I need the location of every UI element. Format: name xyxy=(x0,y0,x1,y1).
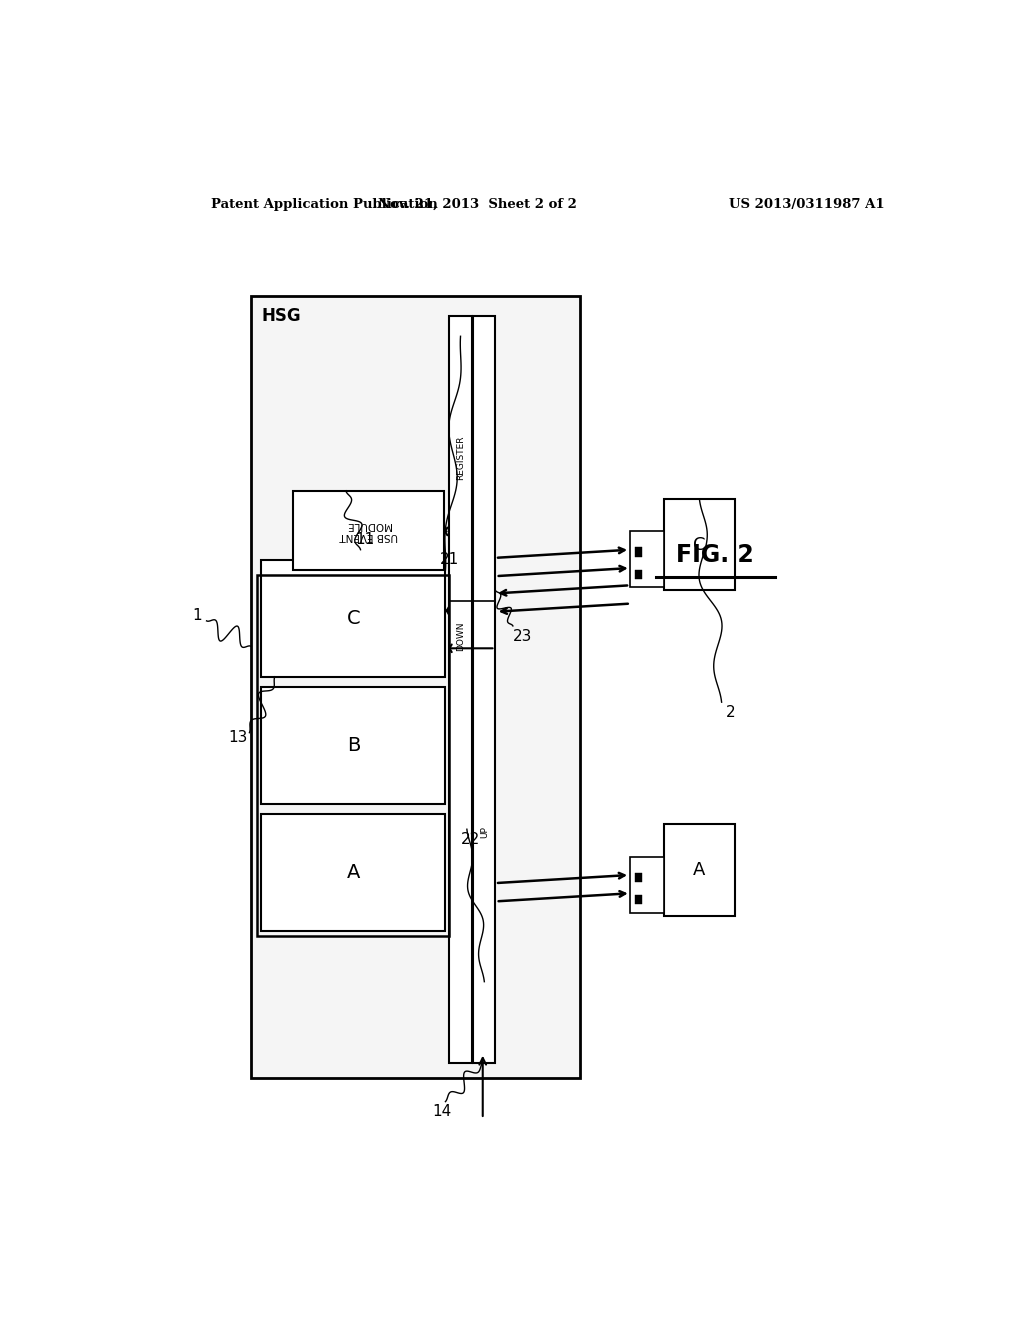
Text: 22: 22 xyxy=(461,832,480,847)
Text: Patent Application Publication: Patent Application Publication xyxy=(211,198,438,211)
Text: A: A xyxy=(693,861,706,879)
Text: C: C xyxy=(346,609,360,628)
Text: 23: 23 xyxy=(513,628,532,644)
Text: HSG: HSG xyxy=(261,308,301,325)
Bar xyxy=(635,570,642,579)
Bar xyxy=(261,686,445,804)
Bar xyxy=(631,532,664,587)
Bar xyxy=(635,873,642,882)
Text: FIG. 2: FIG. 2 xyxy=(677,543,754,566)
Text: C: C xyxy=(693,536,706,553)
Text: UP: UP xyxy=(480,826,488,838)
Bar xyxy=(473,315,496,1063)
Text: 1: 1 xyxy=(193,609,202,623)
Bar xyxy=(664,824,735,916)
Bar xyxy=(631,857,664,912)
Bar xyxy=(450,315,472,1063)
Bar xyxy=(664,499,735,590)
Text: 14: 14 xyxy=(432,1105,452,1119)
Text: 13: 13 xyxy=(227,730,247,746)
Text: 21: 21 xyxy=(439,552,459,568)
Bar xyxy=(261,814,445,931)
Text: 2: 2 xyxy=(726,705,736,719)
Bar xyxy=(293,491,443,570)
Text: B: B xyxy=(347,735,360,755)
Text: US 2013/0311987 A1: US 2013/0311987 A1 xyxy=(729,198,885,211)
Text: USB EVENT
MODULE: USB EVENT MODULE xyxy=(339,520,397,541)
Bar xyxy=(251,296,581,1078)
Text: REGISTER: REGISTER xyxy=(456,436,465,480)
Text: Nov. 21, 2013  Sheet 2 of 2: Nov. 21, 2013 Sheet 2 of 2 xyxy=(378,198,577,211)
Bar xyxy=(635,895,642,904)
Bar xyxy=(257,576,450,936)
Text: 11: 11 xyxy=(355,532,374,546)
Text: DOWN: DOWN xyxy=(456,622,465,651)
Text: A: A xyxy=(347,863,360,882)
Bar xyxy=(635,548,642,557)
Bar xyxy=(261,560,445,677)
